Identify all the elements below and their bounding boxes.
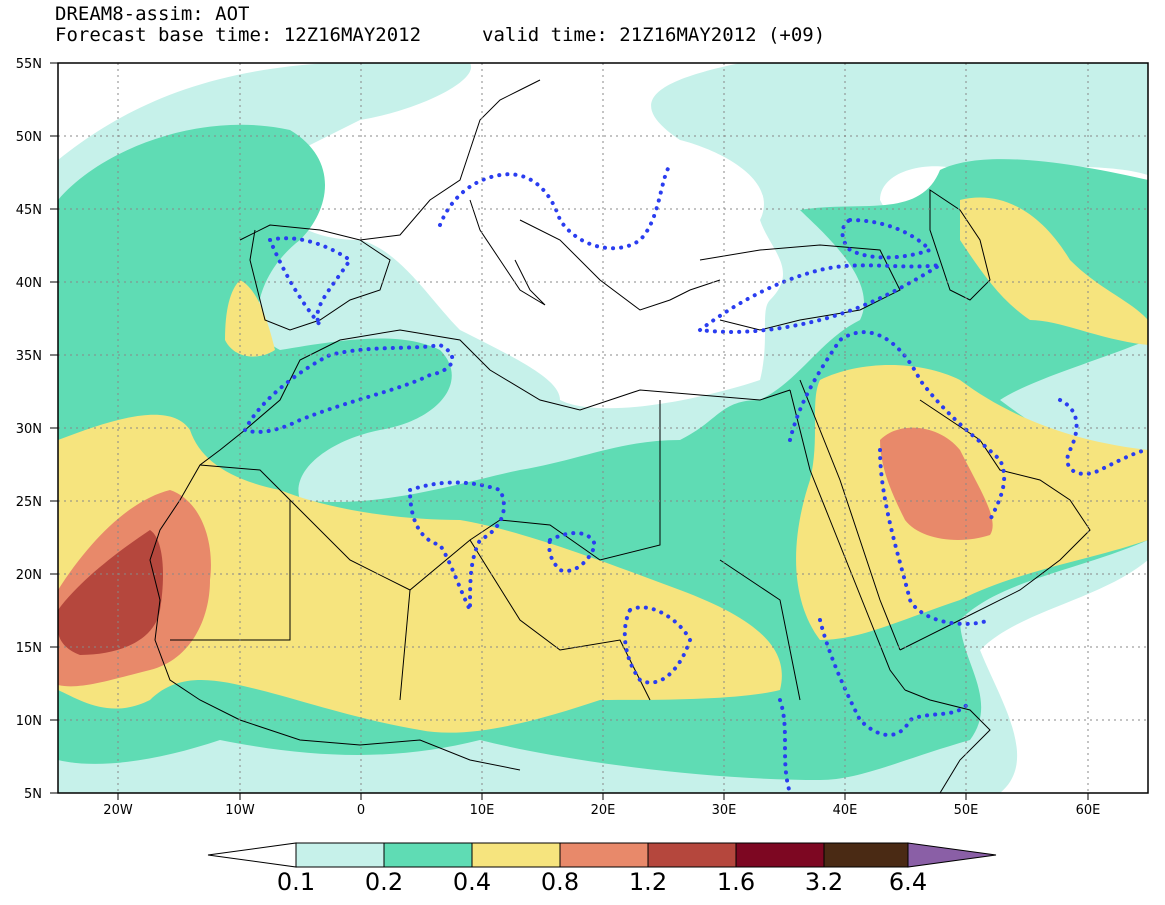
lon-tick: 60E xyxy=(1076,803,1101,818)
lat-tick-marks xyxy=(50,62,58,794)
aot-contour-1.2 xyxy=(58,530,163,655)
lon-tick: 10W xyxy=(225,803,255,818)
lat-axis: 5N 10N 15N 20N 25N 30N 35N 40N 45N 50N 5… xyxy=(16,57,42,802)
coastline-italy xyxy=(469,199,546,306)
lat-tick: 45N xyxy=(16,203,42,218)
dotted-contour-iberia xyxy=(267,236,353,327)
colorbar-swatch xyxy=(383,842,473,868)
aot-contour-0.4-iberia xyxy=(225,280,275,357)
dotted-contour-sudan xyxy=(622,605,693,685)
lat-tick: 25N xyxy=(16,495,42,510)
aot-contour-0.4-caspian xyxy=(960,197,1148,345)
colorbar-label: 1.6 xyxy=(716,868,756,896)
dotted-contour-maghreb xyxy=(243,342,455,434)
coastlines xyxy=(149,79,1091,793)
colorbar-label: 1.2 xyxy=(628,868,668,896)
dotted-contour-levant xyxy=(788,330,1007,522)
lat-tick: 30N xyxy=(16,422,42,437)
lon-tick: 20W xyxy=(103,803,133,818)
aot-contour-0.8-gulf xyxy=(880,427,993,540)
coastline-africa-north xyxy=(244,329,791,431)
colorbar-label: 0.8 xyxy=(540,868,580,896)
lat-tick: 10N xyxy=(16,714,42,729)
lon-tick: 30E xyxy=(712,803,737,818)
lon-tick-marks xyxy=(117,793,1089,800)
gridlines xyxy=(58,63,1148,793)
lat-tick: 40N xyxy=(16,276,42,291)
coastline-red-sea xyxy=(789,389,906,691)
lon-tick: 40E xyxy=(833,803,858,818)
colorbar-swatch xyxy=(471,842,561,868)
dotted-contour-europe xyxy=(438,163,672,251)
map-title: DREAM8-assim: AOT xyxy=(55,3,250,25)
lat-tick: 5N xyxy=(24,787,42,802)
colorbar-swatch xyxy=(559,842,649,868)
lat-tick: 20N xyxy=(16,568,42,583)
coastline-africa-west xyxy=(149,429,521,771)
colorbar-swatch xyxy=(295,842,385,868)
colorbar xyxy=(207,842,997,868)
coastline-arabia-west xyxy=(799,379,901,651)
forecast-base-time: Forecast base time: 12Z16MAY2012 xyxy=(55,24,422,46)
lon-axis: 20W 10W 0 10E 20E 30E 40E 50E 60E xyxy=(103,803,1100,818)
lon-tick: 20E xyxy=(591,803,616,818)
coastline-arabia-east xyxy=(899,399,1091,651)
coastline-horn xyxy=(904,689,991,793)
coastline-balkans xyxy=(519,219,721,311)
lon-tick: 0 xyxy=(357,803,365,818)
colorbar-label: 0.4 xyxy=(452,868,492,896)
colorbar-swatch xyxy=(647,842,737,868)
colorbar-swatch xyxy=(735,842,825,868)
coastline-turkey xyxy=(699,244,901,331)
lon-tick: 10E xyxy=(470,803,495,818)
lat-tick: 35N xyxy=(16,349,42,364)
lat-tick: 50N xyxy=(16,130,42,145)
dotted-contour-iran xyxy=(1058,398,1148,476)
lon-tick: 50E xyxy=(954,803,979,818)
valid-time: valid time: 21Z16MAY2012 (+09) xyxy=(482,24,826,46)
assimilation-contours xyxy=(243,163,1148,793)
dotted-contour-east-africa xyxy=(778,698,792,793)
colorbar-label: 6.4 xyxy=(888,868,928,896)
dotted-contour-arabia xyxy=(878,448,992,626)
border-sahel xyxy=(170,500,801,701)
dotted-contour-turkey xyxy=(698,263,942,334)
coastline-caspian xyxy=(929,189,991,301)
lat-tick: 15N xyxy=(16,641,42,656)
coastline-iberia xyxy=(249,229,391,331)
colorbar-label: 0.2 xyxy=(364,868,404,896)
colorbar-swatch xyxy=(823,842,909,868)
colorbar-high-arrow xyxy=(907,842,997,868)
colorbar-low-arrow xyxy=(207,842,297,868)
coastline-europe-north xyxy=(239,79,541,241)
dotted-contour-sahara xyxy=(407,480,506,611)
dotted-contour-caucasus xyxy=(840,217,934,260)
colorbar-label: 0.1 xyxy=(276,868,316,896)
colorbar-label: 3.2 xyxy=(804,868,844,896)
lat-tick: 55N xyxy=(16,57,42,72)
